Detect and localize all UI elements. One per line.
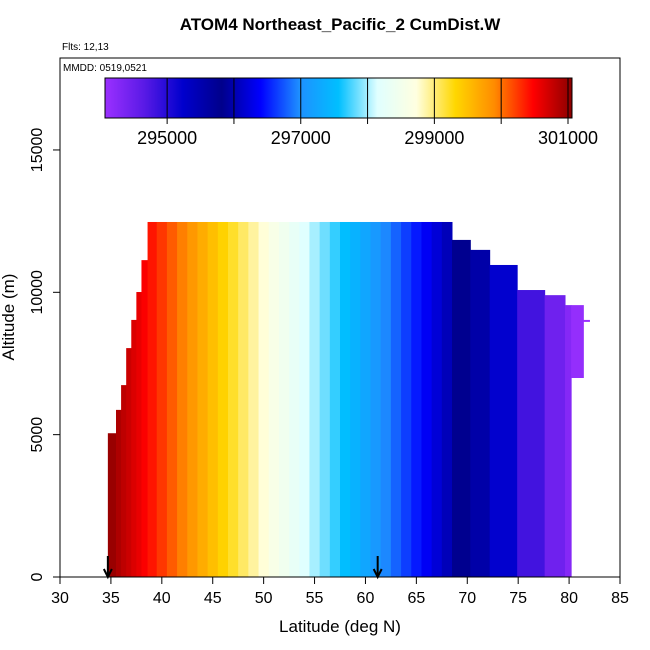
heat-cell	[248, 221, 260, 578]
heat-cell	[187, 221, 198, 578]
y-tick-label: 0	[29, 572, 46, 581]
heat-cell	[517, 290, 546, 577]
x-axis-label: Latitude (deg N)	[279, 617, 401, 636]
x-tick-label: 50	[255, 590, 273, 607]
heat-cell	[126, 348, 132, 577]
x-tick-label: 80	[560, 590, 578, 607]
colorbar-tick-label: 299000	[404, 128, 464, 148]
heat-cell	[583, 319, 590, 322]
heat-cell	[299, 221, 310, 578]
heat-cell	[177, 221, 188, 578]
x-tick-label: 45	[204, 590, 222, 607]
heat-cell	[431, 221, 443, 578]
heat-cell	[207, 221, 219, 578]
heat-cell	[571, 305, 584, 378]
heat-cell	[380, 221, 392, 578]
heat-cell	[329, 221, 341, 578]
heat-cell	[228, 221, 239, 578]
heat-cell	[390, 221, 402, 578]
heat-cell	[441, 221, 453, 578]
heat-cell	[166, 221, 178, 578]
x-tick-label: 30	[51, 590, 69, 607]
x-tick-label: 35	[102, 590, 120, 607]
heat-cell	[197, 221, 209, 578]
heat-cell	[217, 221, 229, 578]
heat-cell	[156, 221, 168, 578]
heat-cell	[258, 221, 270, 578]
y-tick-label: 10000	[29, 270, 46, 315]
heat-cell	[278, 221, 290, 578]
heat-cell	[289, 221, 300, 578]
heatmap	[107, 221, 590, 578]
heat-cell	[401, 221, 412, 578]
heat-cell	[350, 221, 361, 578]
colorbar-tick-label: 297000	[271, 128, 331, 148]
annotation: MMDD: 0519,0521	[63, 63, 147, 74]
overlay	[102, 556, 383, 580]
x-tick-label: 75	[509, 590, 527, 607]
heat-cell	[121, 385, 127, 577]
heat-cell	[370, 221, 382, 578]
heat-cell	[131, 319, 137, 577]
x-tick-label: 55	[306, 590, 324, 607]
colorbar-tick-label: 301000	[538, 128, 598, 148]
heat-cell	[116, 409, 122, 577]
heat-cell	[147, 221, 158, 578]
heat-cell	[238, 221, 249, 578]
heat-cell	[452, 239, 471, 577]
colorbar-tick-label: 295000	[137, 128, 197, 148]
y-axis-label: Altitude (m)	[0, 274, 18, 361]
heat-cell	[319, 221, 331, 578]
heat-cell	[268, 221, 280, 578]
heat-cell	[489, 264, 518, 577]
heat-cell	[340, 221, 351, 578]
colorbar	[104, 77, 573, 119]
heat-cell	[136, 292, 142, 577]
y-tick-label: 15000	[29, 128, 46, 173]
heat-cell	[107, 433, 117, 577]
heat-cell	[411, 221, 422, 578]
chart-title: ATOM4 Northeast_Pacific_2 CumDist.W	[180, 15, 502, 34]
plot-frame	[59, 57, 621, 578]
x-tick-label: 40	[153, 590, 171, 607]
x-tick-label: 85	[611, 590, 629, 607]
x-tick-label: 70	[458, 590, 476, 607]
heat-cell	[544, 295, 566, 577]
heat-cell	[565, 305, 572, 577]
heat-cell	[309, 221, 321, 578]
heat-cell	[360, 221, 372, 578]
x-tick-label: 60	[357, 590, 375, 607]
x-tick-label: 65	[407, 590, 425, 607]
y-tick-label: 5000	[29, 417, 46, 453]
heat-cell	[470, 249, 491, 577]
heat-cell	[421, 221, 433, 578]
subtitle: Flts: 12,13	[62, 42, 109, 53]
heat-cell	[141, 260, 149, 577]
